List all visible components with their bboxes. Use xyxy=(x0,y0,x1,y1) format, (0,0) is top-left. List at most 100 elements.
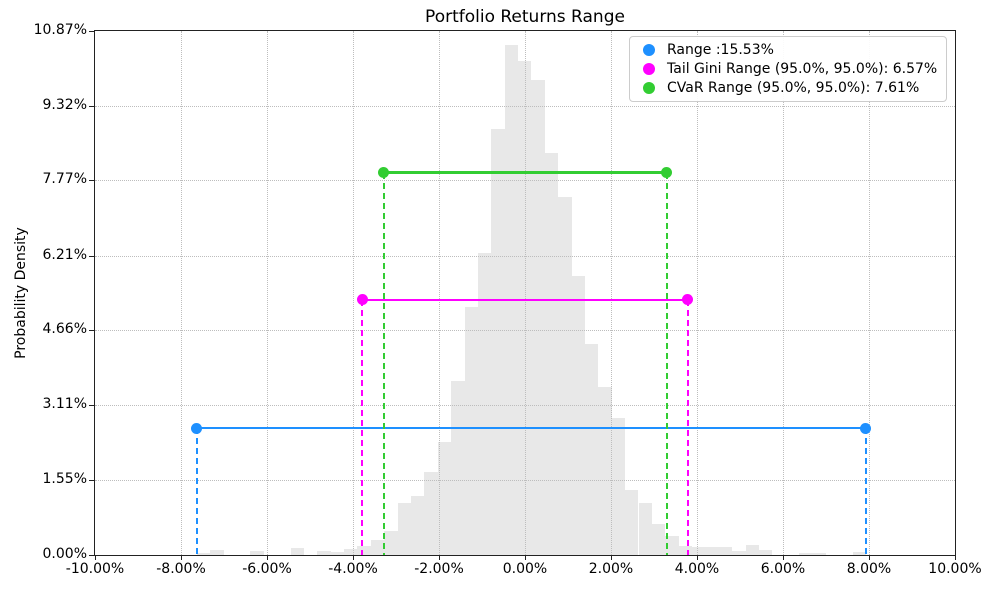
histogram-bar xyxy=(732,551,746,555)
x-tick-label: 4.00% xyxy=(674,561,720,577)
histogram-bar xyxy=(678,545,693,555)
histogram-bar xyxy=(411,495,425,555)
legend-item: CVaR Range (95.0%, 95.0%): 7.61% xyxy=(630,79,946,98)
legend-marker xyxy=(643,43,655,56)
histogram-layer xyxy=(95,31,955,555)
y-tick-label: 10.87% xyxy=(33,22,87,38)
y-tick-mark xyxy=(89,330,95,332)
x-tick-label: 10.00% xyxy=(928,561,982,577)
chart-title: Portfolio Returns Range xyxy=(425,7,625,27)
x-tick-mark xyxy=(869,556,870,560)
histogram-bar xyxy=(625,489,639,555)
legend-marker xyxy=(643,82,655,95)
x-tick-mark xyxy=(181,556,182,560)
gridline-vertical xyxy=(267,31,268,555)
histogram-bar xyxy=(344,549,358,555)
histogram-bar xyxy=(745,544,759,555)
y-tick-mark xyxy=(89,480,95,482)
histogram-bar xyxy=(558,196,572,555)
cvar-range-endpoint-marker xyxy=(661,167,673,179)
x-tick-mark xyxy=(439,556,440,560)
cvar-range-dashed-drop-line xyxy=(665,172,668,555)
histogram-bar xyxy=(812,553,826,555)
x-tick-mark xyxy=(955,556,956,560)
x-tick-label: 0.00% xyxy=(502,561,548,577)
x-tick-label: 8.00% xyxy=(846,561,892,577)
gridline-horizontal xyxy=(95,405,955,407)
range-line xyxy=(196,426,866,430)
histogram-bar xyxy=(758,550,773,555)
histogram-bar xyxy=(330,552,345,555)
range-dashed-drop-line xyxy=(864,428,867,555)
histogram-bar xyxy=(718,546,733,555)
y-tick-mark xyxy=(89,105,95,107)
legend-marker xyxy=(643,62,655,75)
histogram-bar xyxy=(250,551,264,555)
histogram-bar xyxy=(799,553,813,555)
histogram-bar xyxy=(384,530,398,555)
x-tick-mark xyxy=(525,556,526,560)
legend-label: Tail Gini Range (95.0%, 95.0%): 6.57% xyxy=(667,60,938,77)
gridline-vertical xyxy=(611,31,612,555)
y-tick-mark xyxy=(89,180,95,182)
x-tick-mark xyxy=(611,556,612,560)
histogram-bar xyxy=(437,441,452,555)
range-endpoint-marker xyxy=(191,422,203,434)
y-tick-mark xyxy=(89,555,95,556)
histogram-bar xyxy=(531,80,545,555)
x-tick-label: 2.00% xyxy=(588,561,634,577)
x-tick-mark xyxy=(95,556,96,560)
histogram-bar xyxy=(491,128,505,555)
cvar-range-endpoint-marker xyxy=(378,167,390,179)
histogram-bar xyxy=(464,306,478,555)
histogram-bar xyxy=(584,343,599,555)
x-tick-mark xyxy=(353,556,354,560)
tail-gini-range-dashed-drop-line xyxy=(686,299,689,555)
x-tick-mark xyxy=(267,556,268,560)
tail-gini-range-line xyxy=(362,298,688,302)
histogram-bar xyxy=(638,502,652,555)
histogram-bar xyxy=(210,550,224,555)
histogram-bar xyxy=(397,502,411,555)
histogram-bar xyxy=(544,152,559,555)
histogram-bar xyxy=(571,275,585,555)
y-tick-mark xyxy=(89,405,95,407)
cvar-range-dashed-drop-line xyxy=(382,172,385,555)
histogram-bar xyxy=(370,540,385,555)
gridline-horizontal xyxy=(95,255,955,257)
plot-area: Range :15.53% Tail Gini Range (95.0%, 95.… xyxy=(94,30,956,556)
x-tick-label: 6.00% xyxy=(760,561,806,577)
tail-gini-range-dashed-drop-line xyxy=(361,299,364,555)
gridline-vertical xyxy=(525,31,526,555)
range-endpoint-marker xyxy=(860,422,872,434)
gridline-horizontal xyxy=(95,480,955,482)
y-tick-mark xyxy=(89,255,95,257)
histogram-bar xyxy=(705,546,719,555)
cvar-range-line xyxy=(383,171,667,174)
range-lines-layer xyxy=(95,31,955,555)
grid-layer xyxy=(95,31,955,555)
histogram-bar xyxy=(651,524,666,555)
histogram-bar xyxy=(290,547,304,555)
histogram-bar xyxy=(611,418,626,555)
x-tick-mark xyxy=(697,556,698,560)
y-tick-label: 9.32% xyxy=(42,96,87,113)
gridline-horizontal xyxy=(95,105,955,107)
y-tick-label: 4.66% xyxy=(42,321,87,338)
histogram-bar xyxy=(518,60,532,555)
histogram-bar xyxy=(196,553,211,555)
histogram-bar xyxy=(852,552,866,555)
gridline-vertical xyxy=(181,31,182,555)
x-tick-label: -2.00% xyxy=(414,561,464,577)
y-tick-label: 7.77% xyxy=(42,171,87,188)
gridline-horizontal xyxy=(95,330,955,332)
range-dashed-drop-line xyxy=(195,428,198,555)
gridline-vertical xyxy=(353,31,354,555)
y-tick-mark xyxy=(89,31,95,32)
y-tick-label: 0.00% xyxy=(42,546,87,562)
x-tick-label: -6.00% xyxy=(242,561,292,577)
gridline-vertical xyxy=(439,31,440,555)
y-tick-label: 1.55% xyxy=(42,471,87,488)
histogram-bar xyxy=(317,551,331,555)
